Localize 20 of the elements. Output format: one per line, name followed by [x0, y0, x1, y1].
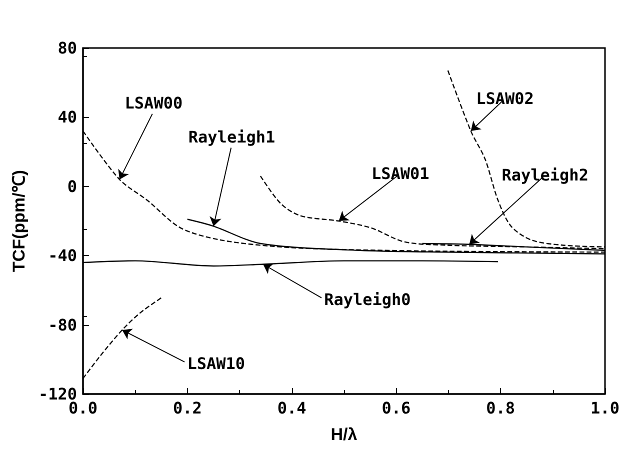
y-tick-label: -80 [48, 315, 77, 334]
x-tick-label: 0.2 [172, 398, 202, 418]
x-tick-label: 0.8 [486, 398, 516, 418]
x-tick-label: 0.6 [382, 398, 411, 418]
y-tick-label: -40 [48, 246, 77, 266]
x-tick-label: 0.0 [68, 398, 98, 418]
text: LSAW10 [187, 354, 246, 373]
x-tick-label: 1.0 [590, 398, 620, 418]
y-tick-label: 40 [58, 108, 77, 127]
x-tick-label: 0.4 [277, 398, 306, 418]
text: Rayleigh2 [502, 166, 588, 185]
series-label: Rayleigh0 [324, 290, 411, 309]
text: LSAW00 [124, 94, 183, 113]
text: LSAW01 [371, 164, 430, 184]
text: Rayleigh1 [188, 127, 276, 146]
y-tick-label: 0 [67, 176, 77, 196]
x-axis-title: H/λ [330, 425, 358, 444]
y-axis-title: TCF(ppm/℃) [10, 170, 29, 272]
series-label: LSAW02 [476, 89, 534, 108]
y-tick-label: 80 [58, 38, 77, 58]
